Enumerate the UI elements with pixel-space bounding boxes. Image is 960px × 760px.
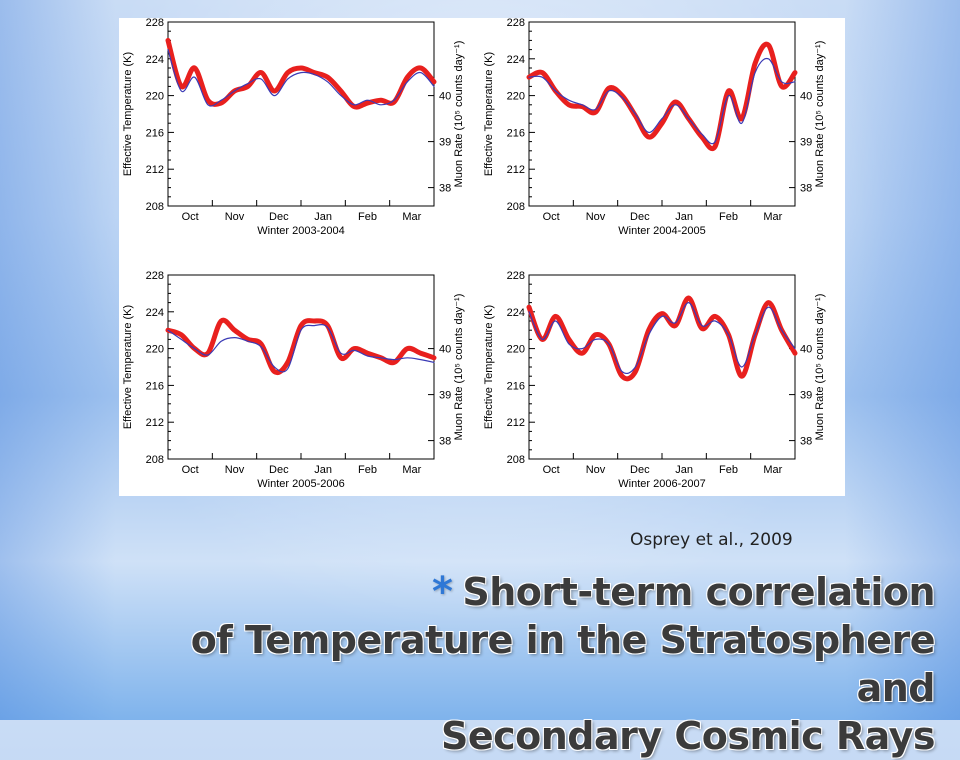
y-tick-label: 224 — [507, 54, 525, 66]
x-tick-label: Dec — [269, 464, 289, 476]
y-tick-label: 228 — [507, 270, 525, 282]
y2-tick-label: 39 — [800, 137, 812, 149]
y-tick-label: 212 — [146, 417, 164, 429]
y-axis-label: Effective Temperature (K) — [122, 305, 134, 429]
y2-tick-label: 40 — [439, 91, 451, 103]
series-line-temperature — [526, 41, 798, 152]
x-tick-label: Mar — [763, 211, 782, 223]
series-line-temperature — [165, 37, 437, 110]
y-tick-label: 216 — [146, 380, 164, 392]
chart-grid-svg: 208 212 216 220 224 228 38 39 40 Oct Nov Dec Jan Feb M… — [122, 18, 826, 490]
y-axis-label: Effective Temperature (K) — [483, 305, 495, 429]
x-tick-label: Mar — [402, 464, 421, 476]
plot-frame — [528, 274, 796, 460]
chart-panel-4: 208 212 216 220 224 228 38 39 40 Oct Nov Dec Jan Feb M… — [483, 270, 826, 490]
series-line-muon-rate — [167, 49, 435, 107]
title-line-2: of Temperature in the Stratosphere and — [190, 618, 936, 710]
y2-tick-label: 40 — [800, 91, 812, 103]
y-tick-label: 228 — [146, 18, 164, 29]
title-bullet-asterisk: * — [431, 569, 453, 615]
x-tick-label: Oct — [182, 211, 199, 223]
x-tick-label: Mar — [763, 464, 782, 476]
y2-axis-label: Muon Rate (10⁵ counts day⁻¹) — [814, 294, 826, 441]
y-tick-label: 220 — [146, 344, 164, 356]
x-tick-label: Nov — [225, 464, 245, 476]
y2-tick-label: 38 — [800, 436, 812, 448]
x-tick-label: Oct — [182, 464, 199, 476]
x-tick-label: Feb — [358, 464, 377, 476]
title-line-3: Secondary Cosmic Rays — [440, 714, 936, 758]
x-tick-label: Feb — [719, 211, 738, 223]
title-line-1: * Short-term correlation — [120, 568, 936, 616]
y2-tick-label: 39 — [439, 390, 451, 402]
y-tick-label: 208 — [507, 454, 525, 466]
y-tick-label: 212 — [507, 164, 525, 176]
x-tick-label: Feb — [358, 211, 377, 223]
y2-tick-label: 40 — [439, 344, 451, 356]
y-tick-label: 220 — [507, 344, 525, 356]
y-tick-label: 224 — [507, 307, 525, 319]
y-tick-label: 212 — [146, 164, 164, 176]
y2-tick-label: 40 — [800, 344, 812, 356]
plot-frame — [167, 21, 435, 207]
y-axis-label: Effective Temperature (K) — [483, 52, 495, 176]
x-tick-label: Oct — [543, 464, 560, 476]
slide-title: * Short-term correlation of Temperature i… — [120, 568, 936, 760]
y-tick-label: 216 — [507, 380, 525, 392]
x-tick-label: Dec — [630, 464, 650, 476]
plot-frame — [528, 21, 796, 207]
x-tick-label: Dec — [630, 211, 650, 223]
x-tick-label: Nov — [586, 211, 606, 223]
x-tick-label: Oct — [543, 211, 560, 223]
x-tick-label: Jan — [314, 464, 332, 476]
series-line-temperature — [165, 317, 437, 376]
x-tick-label: Jan — [675, 464, 693, 476]
x-tick-label: Feb — [719, 464, 738, 476]
x-axis-label: Winter 2006-2007 — [618, 478, 705, 490]
y2-tick-label: 38 — [439, 436, 451, 448]
y2-axis-label: Muon Rate (10⁵ counts day⁻¹) — [814, 41, 826, 188]
y2-tick-label: 38 — [800, 183, 812, 195]
chart-panel-3: 208 212 216 220 224 228 38 39 40 Oct Nov Dec Jan Feb M… — [122, 270, 465, 490]
series-line-muon-rate — [528, 57, 796, 145]
y-tick-label: 228 — [507, 18, 525, 29]
series-line-muon-rate — [528, 302, 796, 375]
y2-tick-label: 38 — [439, 183, 451, 195]
x-tick-label: Nov — [586, 464, 606, 476]
citation: Osprey et al., 2009 — [630, 530, 793, 550]
x-axis-label: Winter 2005-2006 — [257, 478, 344, 490]
y-tick-label: 212 — [507, 417, 525, 429]
y-tick-label: 224 — [146, 54, 164, 66]
x-tick-label: Dec — [269, 211, 289, 223]
y-tick-label: 224 — [146, 307, 164, 319]
x-tick-label: Jan — [675, 211, 693, 223]
y-tick-label: 208 — [507, 201, 525, 213]
y2-axis-label: Muon Rate (10⁵ counts day⁻¹) — [453, 41, 465, 188]
y-tick-label: 220 — [146, 91, 164, 103]
y-tick-label: 216 — [507, 127, 525, 139]
y2-axis-label: Muon Rate (10⁵ counts day⁻¹) — [453, 294, 465, 441]
y-tick-label: 208 — [146, 454, 164, 466]
plot-frame — [167, 274, 435, 460]
x-axis-label: Winter 2004-2005 — [618, 225, 705, 237]
x-tick-label: Mar — [402, 211, 421, 223]
y-tick-label: 228 — [146, 270, 164, 282]
y-tick-label: 220 — [507, 91, 525, 103]
title-line-1-text: Short-term correlation — [462, 570, 935, 614]
y2-tick-label: 39 — [800, 390, 812, 402]
y-tick-label: 208 — [146, 201, 164, 213]
figure-panel: 208 212 216 220 224 228 38 39 40 Oct Nov Dec Jan Feb M… — [119, 18, 845, 496]
y-axis-label: Effective Temperature (K) — [122, 52, 134, 176]
series-line-muon-rate — [167, 323, 435, 373]
x-tick-label: Nov — [225, 211, 245, 223]
x-tick-label: Jan — [314, 211, 332, 223]
chart-panel-1: 208 212 216 220 224 228 38 39 40 Oct Nov Dec Jan Feb M… — [122, 18, 465, 237]
chart-panel-2: 208 212 216 220 224 228 38 39 40 Oct Nov Dec Jan Feb M… — [483, 18, 826, 237]
x-axis-label: Winter 2003-2004 — [257, 225, 344, 237]
y-tick-label: 216 — [146, 127, 164, 139]
y2-tick-label: 39 — [439, 137, 451, 149]
series-line-temperature — [526, 295, 798, 382]
